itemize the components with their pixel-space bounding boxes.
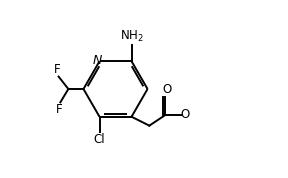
Text: O: O xyxy=(180,108,189,121)
Text: F: F xyxy=(56,103,63,116)
Text: N: N xyxy=(92,54,102,67)
Text: NH$_2$: NH$_2$ xyxy=(120,29,143,44)
Text: O: O xyxy=(162,83,171,96)
Text: Cl: Cl xyxy=(94,133,105,146)
Text: F: F xyxy=(54,63,60,76)
